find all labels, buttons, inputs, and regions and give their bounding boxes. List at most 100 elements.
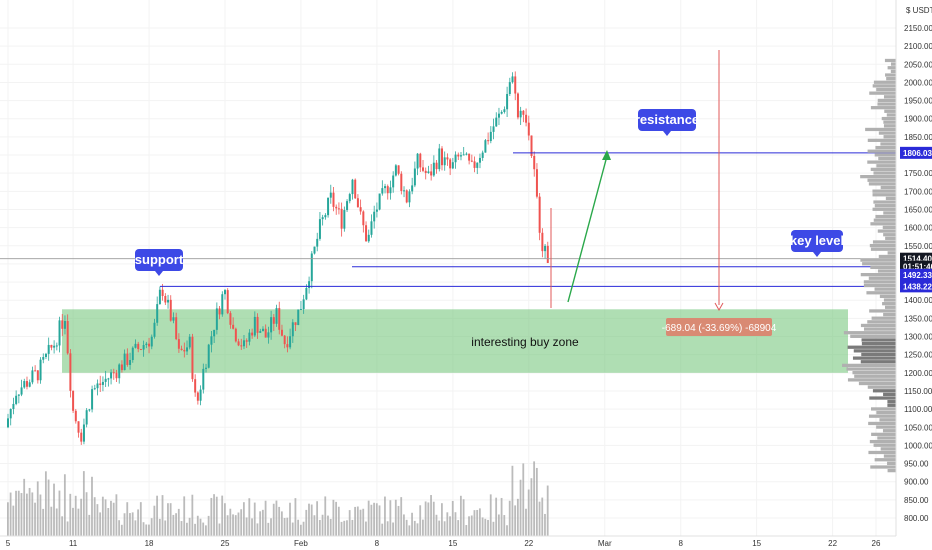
profile-bar	[876, 87, 896, 92]
volume-bar	[511, 465, 514, 536]
profile-bar	[883, 392, 896, 397]
volume-bar	[96, 504, 99, 536]
candle-body	[101, 381, 104, 385]
volume-bar	[129, 513, 131, 536]
candle-body	[394, 165, 397, 176]
volume-bar	[104, 499, 107, 536]
candle-body	[408, 191, 411, 203]
time-tick-label: 22	[828, 539, 837, 548]
profile-bar	[860, 360, 896, 364]
candle-body	[161, 289, 164, 296]
profile-bar	[874, 204, 896, 208]
volume-bar	[205, 525, 207, 536]
candle-body	[533, 155, 536, 170]
time-tick-label: 15	[752, 539, 761, 548]
candle-body	[115, 372, 118, 379]
candle-body	[107, 378, 110, 380]
volume-bar	[370, 504, 373, 536]
candle-body	[459, 155, 462, 157]
price-badge	[900, 280, 932, 293]
volume-bar	[55, 508, 58, 536]
volume-bar	[378, 505, 381, 536]
candle-body	[373, 211, 376, 222]
volume-bar	[516, 498, 519, 536]
volume-bar	[188, 517, 191, 536]
profile-bar	[880, 142, 896, 146]
candle-body	[318, 219, 321, 239]
volume-bar	[397, 505, 400, 536]
volume-bar	[148, 524, 150, 536]
volume-bar	[161, 495, 164, 536]
volume-bar	[183, 496, 186, 536]
price-tick-label: 2100.00	[904, 42, 932, 51]
profile-bar	[847, 345, 896, 349]
profile-bar	[842, 363, 896, 368]
profile-bar	[870, 265, 896, 270]
candle-body	[72, 390, 75, 411]
volume-bar	[533, 461, 536, 536]
candle-body	[378, 193, 381, 210]
volume-bar	[384, 496, 386, 536]
candle-body	[110, 372, 113, 379]
profile-bar	[867, 320, 896, 324]
volume-bar	[327, 515, 329, 536]
volume-bar	[110, 500, 112, 536]
volume-bar	[289, 502, 291, 536]
candle-body	[397, 165, 400, 174]
volume-bar	[221, 495, 224, 536]
volume-bar	[492, 521, 495, 536]
candle-body	[446, 157, 449, 160]
candle-body	[514, 76, 517, 94]
volume-bar	[416, 523, 419, 536]
volume-bar	[267, 522, 270, 536]
candle-body	[403, 190, 406, 192]
volume-bar	[88, 514, 91, 536]
candle-body	[346, 201, 349, 211]
candle-body	[427, 171, 430, 174]
candle-body	[183, 349, 186, 352]
profile-bar	[866, 291, 896, 295]
volume-bar	[137, 509, 139, 536]
candle-body	[389, 187, 392, 194]
volume-bar	[245, 517, 248, 536]
profile-bar	[868, 182, 896, 186]
profile-bar	[867, 160, 896, 164]
candles	[7, 71, 549, 445]
volume-bar	[465, 525, 468, 536]
candle-body	[522, 110, 525, 115]
volume-bar	[367, 500, 370, 536]
candle-body	[164, 295, 167, 303]
volume-bar	[373, 502, 375, 536]
candle-body	[335, 206, 338, 209]
candle-body	[291, 322, 294, 337]
candle-body	[148, 343, 151, 347]
volume-bar	[194, 523, 196, 536]
volume-bar	[335, 501, 338, 536]
profile-bar	[876, 425, 896, 429]
volume-bar	[375, 503, 378, 536]
volume-bar	[218, 523, 221, 536]
volume-bar	[85, 492, 88, 536]
profile-bar	[885, 73, 896, 77]
volume-bar	[318, 519, 321, 536]
candle-body	[134, 343, 137, 348]
candle-body	[297, 309, 300, 326]
volume-bar	[58, 490, 61, 536]
candle-body	[305, 287, 308, 300]
volume-bar	[527, 489, 530, 536]
profile-bar	[843, 331, 896, 335]
profile-bar	[847, 378, 896, 382]
candle-body	[525, 114, 528, 123]
volume-bar	[61, 516, 64, 536]
volume-bar	[142, 522, 145, 536]
volume-bar	[17, 490, 20, 536]
candle-body	[484, 140, 487, 153]
profile-bar	[869, 396, 896, 400]
volume-bar	[408, 525, 411, 536]
candle-body	[137, 343, 140, 350]
volume-bar	[134, 520, 137, 536]
volume-bar	[210, 497, 213, 536]
candle-body	[535, 169, 538, 197]
candle-body	[495, 117, 498, 127]
